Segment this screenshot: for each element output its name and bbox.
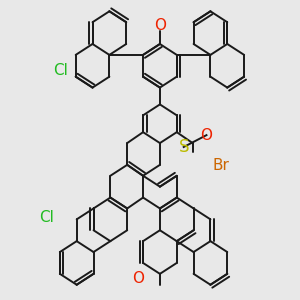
Text: O: O: [132, 271, 144, 286]
Text: O: O: [200, 128, 212, 142]
Text: Br: Br: [213, 158, 230, 173]
Text: Cl: Cl: [53, 63, 68, 78]
Text: S: S: [178, 138, 189, 156]
Text: O: O: [154, 18, 166, 33]
Text: Cl: Cl: [40, 210, 54, 225]
